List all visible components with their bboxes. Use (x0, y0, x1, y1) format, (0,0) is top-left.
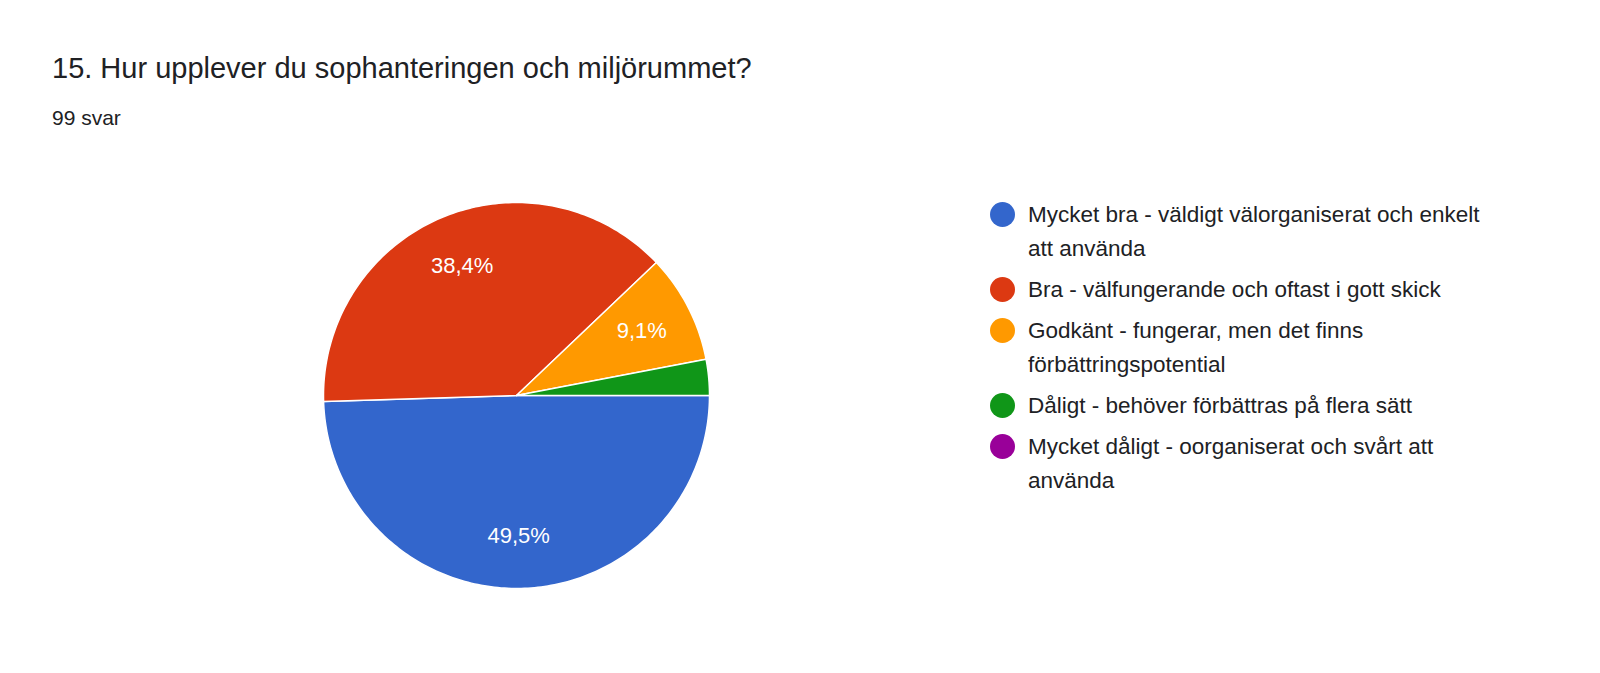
html-text:Bra - välfungerande och oftast: Bra - välfungerande och oftast i gott sk… (1028, 277, 1441, 302)
html-text:99 svar: 99 svar (52, 106, 121, 129)
html-text:15. Hur upplever du sophanteri: 15. Hur upplever du sophanteringen och m… (52, 52, 752, 84)
svg-text:38,4%: 38,4% (431, 253, 493, 278)
svg-text:9,1%: 9,1% (617, 318, 667, 343)
html-text:Dåligt - behöver förbättras på: Dåligt - behöver förbättras på flera sät… (1028, 393, 1412, 418)
svg-text:49,5%: 49,5% (488, 523, 550, 548)
html-text:Godkänt - fungerar, men det fi: Godkänt - fungerar, men det finns förbät… (1028, 318, 1364, 377)
html-text:Mycket bra - väldigt välorgani: Mycket bra - väldigt välorganiserat och … (1028, 202, 1480, 261)
html-text:Mycket dåligt - oorganiserat o: Mycket dåligt - oorganiserat och svårt a… (1028, 434, 1434, 493)
